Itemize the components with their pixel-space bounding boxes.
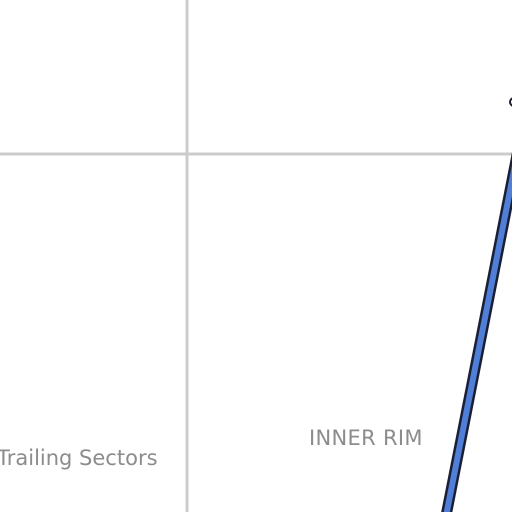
trailing-sectors-label: Trailing Sectors [0,446,158,470]
route-band[interactable] [441,150,512,512]
inner-rim-label: INNER RIM [309,426,423,450]
